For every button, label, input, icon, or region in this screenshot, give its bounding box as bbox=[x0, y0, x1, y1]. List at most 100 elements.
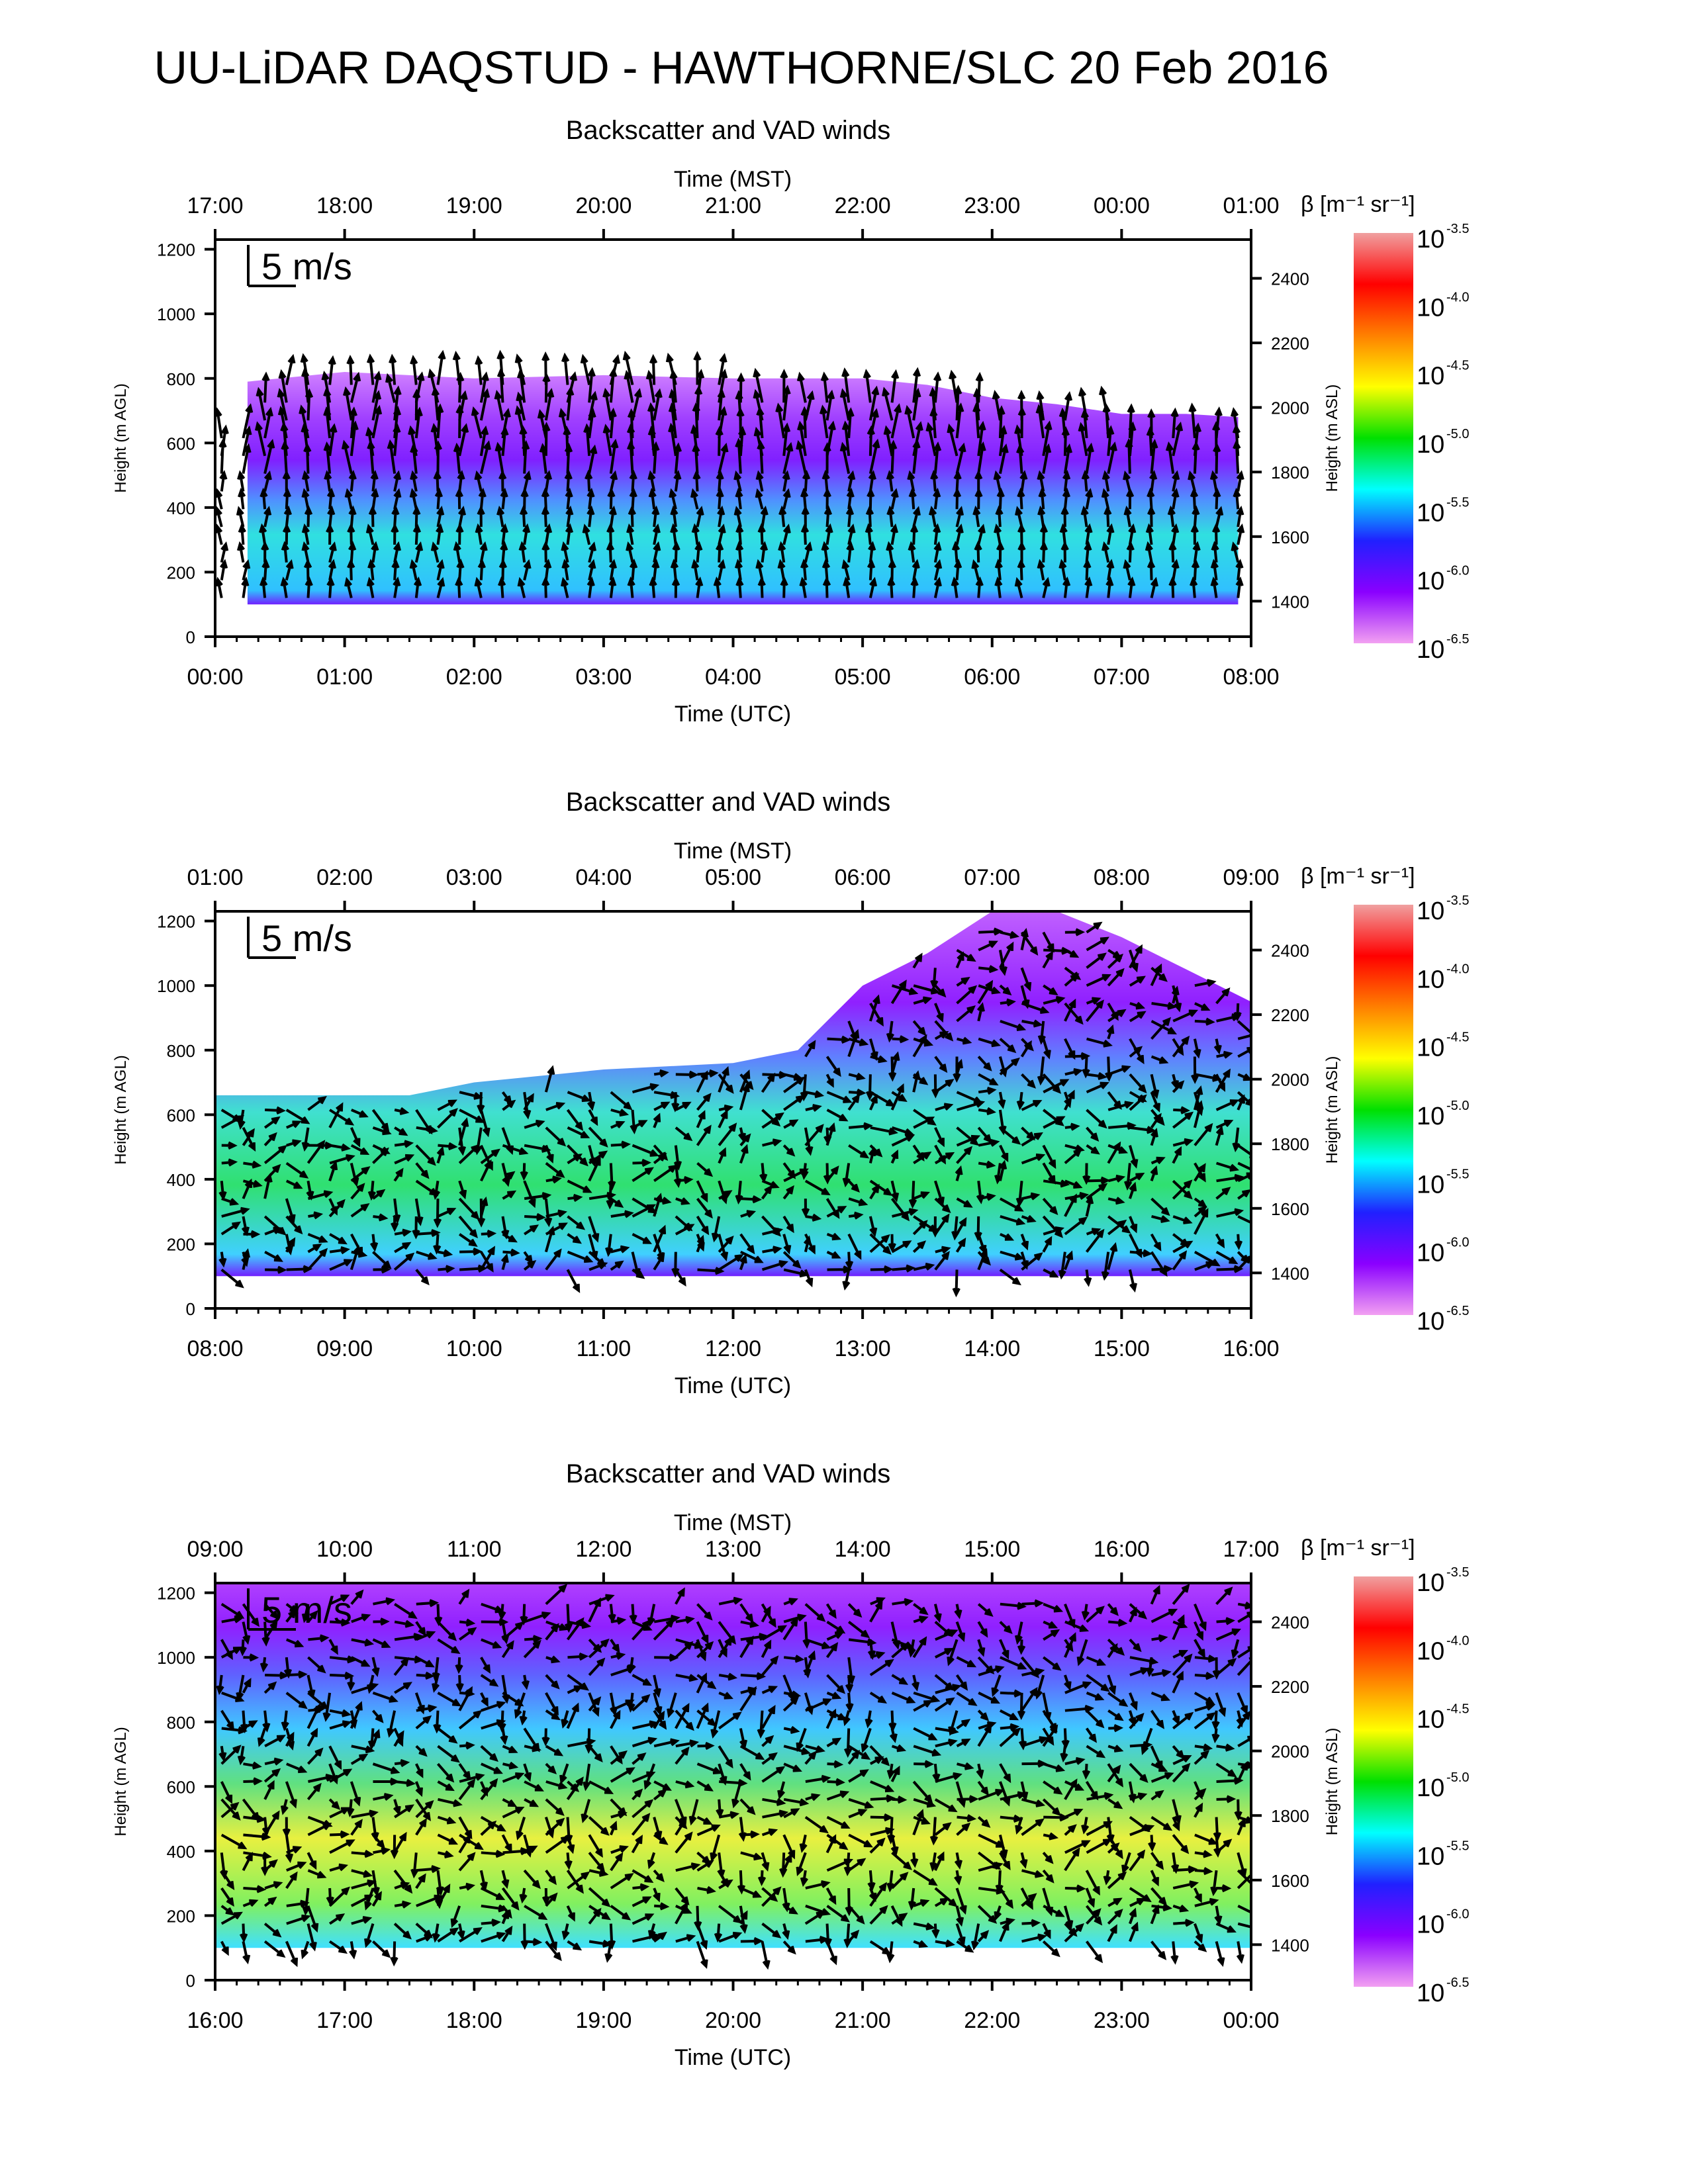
wind-arrow bbox=[997, 508, 1002, 527]
wind-arrowhead bbox=[218, 1752, 227, 1762]
wind-arrowhead bbox=[271, 1768, 281, 1777]
wind-arrowhead bbox=[1145, 523, 1154, 533]
wind-arrow bbox=[393, 1869, 412, 1892]
wind-arrow bbox=[1193, 1091, 1203, 1114]
wind-arrowhead bbox=[782, 470, 790, 480]
wind-arrow bbox=[1060, 1251, 1066, 1277]
wind-arrow bbox=[458, 508, 465, 527]
wind-arrowhead bbox=[1205, 1672, 1215, 1680]
wind-arrow bbox=[1042, 543, 1046, 563]
wind-arrow bbox=[890, 372, 898, 403]
wind-arrow bbox=[998, 1056, 1007, 1075]
wind-arrowhead bbox=[865, 1718, 873, 1729]
wind-arrowhead bbox=[1106, 559, 1115, 569]
wind-arrowhead bbox=[1136, 1054, 1145, 1065]
wind-arrow bbox=[804, 1692, 813, 1713]
wind-arrowhead bbox=[977, 1647, 986, 1657]
wind-arrowhead bbox=[1129, 1181, 1137, 1192]
wind-arrowhead bbox=[293, 1181, 303, 1189]
wind-arrowhead bbox=[383, 1260, 392, 1269]
wind-arrow bbox=[1103, 490, 1110, 510]
wind-arrow bbox=[955, 1923, 965, 1944]
x-tick-label: 10:00 bbox=[446, 1336, 502, 1361]
wind-arrow bbox=[629, 579, 634, 598]
wind-arrow bbox=[1122, 1852, 1131, 1872]
wind-arrowhead bbox=[784, 1853, 792, 1863]
wind-arrowhead bbox=[354, 1819, 363, 1829]
wind-arrow bbox=[869, 1906, 887, 1925]
wind-arrowhead bbox=[626, 523, 635, 533]
wind-arrowhead bbox=[1009, 1712, 1019, 1721]
wind-arrow bbox=[365, 1888, 375, 1909]
wind-arrowhead bbox=[1146, 1126, 1156, 1134]
wind-arrowhead bbox=[624, 1210, 634, 1218]
wind-arrow bbox=[588, 410, 594, 439]
wind-arrow bbox=[566, 1817, 571, 1842]
wind-arrow bbox=[349, 357, 353, 385]
wind-arrowhead bbox=[518, 541, 527, 551]
wind-arrow bbox=[1129, 1126, 1154, 1132]
wind-arrow bbox=[438, 1797, 460, 1806]
wind-arrowhead bbox=[1017, 1602, 1027, 1610]
wind-arrowhead bbox=[797, 1614, 807, 1622]
wind-arrow bbox=[285, 1781, 297, 1807]
wind-arrowhead bbox=[1064, 1098, 1072, 1109]
wind-arrow bbox=[243, 1815, 263, 1821]
wind-arrowhead bbox=[671, 1103, 680, 1113]
wind-arrow bbox=[1043, 1762, 1063, 1772]
wind-arrow bbox=[718, 526, 725, 545]
wind-arrowhead bbox=[1064, 391, 1073, 401]
wind-arrowhead bbox=[778, 1809, 789, 1818]
wind-arrowhead bbox=[502, 1694, 510, 1704]
wind-arrowhead bbox=[823, 1135, 832, 1146]
wind-arrow bbox=[739, 1728, 746, 1747]
wind-arrow bbox=[394, 1656, 421, 1662]
wind-arrow bbox=[263, 561, 267, 580]
wind-arrowhead bbox=[1094, 1916, 1103, 1926]
wind-arrowhead bbox=[964, 1944, 974, 1953]
wind-arrow bbox=[995, 526, 1002, 545]
wind-arrow bbox=[674, 1799, 686, 1824]
wind-arrowhead bbox=[498, 1723, 506, 1733]
wind-arrowhead bbox=[436, 1886, 444, 1896]
wind-arrow bbox=[632, 1869, 652, 1883]
wind-arrow bbox=[953, 1216, 959, 1238]
wind-arrowhead bbox=[434, 487, 444, 498]
wind-arrow bbox=[216, 410, 223, 439]
wind-arrow bbox=[632, 1084, 657, 1094]
wind-arrowhead bbox=[742, 1069, 751, 1079]
wind-arrowhead bbox=[689, 1739, 700, 1748]
wind-arrow bbox=[1107, 1817, 1113, 1841]
wind-arrowhead bbox=[1100, 1081, 1109, 1089]
wind-arrow bbox=[1193, 508, 1197, 527]
wind-arrow bbox=[393, 388, 400, 421]
wind-arrow bbox=[393, 1198, 399, 1222]
wind-arrow bbox=[588, 544, 595, 563]
wind-arrowhead bbox=[931, 1228, 939, 1238]
wind-arrowhead bbox=[787, 1169, 796, 1179]
wind-arrowhead bbox=[1040, 1006, 1050, 1015]
wind-arrowhead bbox=[1123, 1181, 1133, 1191]
wind-arrowhead bbox=[821, 1187, 831, 1196]
wind-arrow bbox=[1237, 1647, 1251, 1659]
wind-arrow bbox=[1000, 1215, 1023, 1225]
wind-arrow bbox=[912, 1780, 932, 1802]
top-tick-label: 04:00 bbox=[575, 865, 632, 890]
wind-arrowhead bbox=[1033, 1019, 1043, 1028]
wind-arrowhead bbox=[473, 1927, 483, 1935]
wind-arrowhead bbox=[641, 1158, 651, 1167]
wind-arrowhead bbox=[1082, 1068, 1090, 1079]
wind-arrow bbox=[674, 445, 680, 474]
y2-tick-label: 2400 bbox=[1271, 941, 1309, 961]
colorbar-base: 10 bbox=[1417, 294, 1444, 322]
wind-arrowhead bbox=[618, 1750, 628, 1759]
wind-arrowhead bbox=[647, 470, 656, 480]
wind-arrowhead bbox=[827, 1122, 836, 1132]
wind-arrow bbox=[934, 1621, 952, 1637]
wind-arrow bbox=[1192, 490, 1196, 510]
wind-arrowhead bbox=[759, 1173, 768, 1183]
wind-arrow bbox=[415, 1798, 431, 1820]
wind-arrowhead bbox=[504, 1925, 513, 1935]
wind-arrowhead bbox=[301, 1142, 310, 1152]
wind-arrow bbox=[472, 408, 483, 439]
